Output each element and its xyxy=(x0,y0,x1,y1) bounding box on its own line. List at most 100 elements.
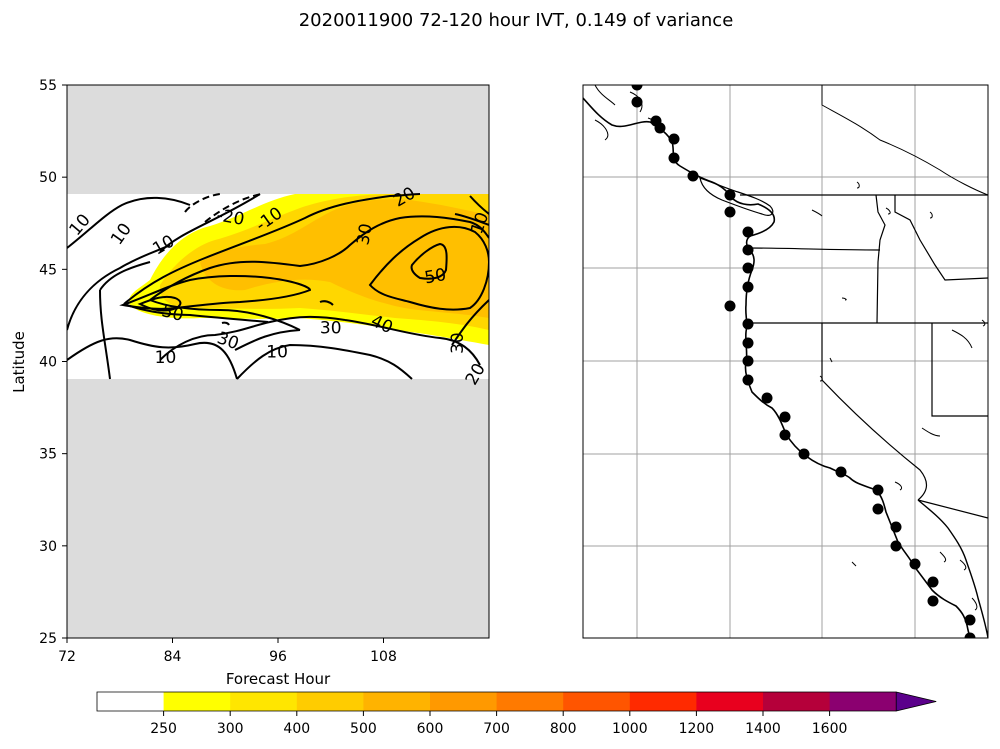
colorbar-tick-label: 600 xyxy=(417,721,444,737)
left-ticks: 72 84 96 108 25 30 35 40 45 50 55 xyxy=(39,78,397,665)
colorbar-segment xyxy=(163,692,231,711)
map-gridlines xyxy=(583,85,988,638)
contour-label: 10 xyxy=(266,342,288,362)
x-axis-label: Forecast Hour xyxy=(226,670,331,688)
colorbar-tick-label: 500 xyxy=(350,721,377,737)
map-point xyxy=(654,122,666,134)
colorbar-segment xyxy=(829,692,897,711)
contour-30-a xyxy=(149,215,489,301)
baja-coast xyxy=(917,499,988,638)
contour-label: 30 xyxy=(320,318,342,338)
map-point xyxy=(909,558,921,570)
colorbar-segment xyxy=(363,692,431,711)
contour-40-dot xyxy=(221,321,230,326)
map-point xyxy=(742,337,754,349)
colorbar-extend-arrow xyxy=(895,691,937,712)
vancouver-island xyxy=(699,177,774,216)
contour-10-g xyxy=(99,289,111,380)
map-point xyxy=(927,576,939,588)
contour-20-d xyxy=(123,303,269,323)
map-point xyxy=(742,281,754,293)
colorbar: 250 300 400 500 600 700 800 1000 1200 1400 1600 xyxy=(96,691,937,737)
right-axes-frame xyxy=(582,84,989,639)
contour-30-b xyxy=(149,299,301,331)
map-point xyxy=(890,521,902,533)
colorbar-segment xyxy=(296,692,364,711)
fill-400 xyxy=(200,199,489,318)
map-point xyxy=(742,244,754,256)
colorbar-segment xyxy=(563,692,631,711)
contour-label: 50 xyxy=(423,265,448,288)
map-point xyxy=(668,133,680,145)
contour-20-c xyxy=(123,193,421,305)
map-point xyxy=(742,355,754,367)
map-point xyxy=(724,300,736,312)
contour-10-c xyxy=(67,244,171,331)
figure-title: 2020011900 72-120 hour IVT, 0.149 of var… xyxy=(299,10,734,31)
map-point xyxy=(872,503,884,515)
map-point xyxy=(724,206,736,218)
contour-10-f xyxy=(236,343,413,380)
colorbar-tick-label: 800 xyxy=(550,721,577,737)
missing-data-bottom xyxy=(67,379,489,638)
colorbar-segment xyxy=(430,692,498,711)
contour-30-c xyxy=(234,329,301,351)
map-point xyxy=(779,429,791,441)
contour-10-a xyxy=(67,196,191,249)
map-point xyxy=(964,614,976,626)
canada-border xyxy=(821,85,988,196)
contour-50-b xyxy=(410,242,448,280)
colorbar-tick-label: 1200 xyxy=(679,721,715,737)
y-tick-label: 25 xyxy=(39,631,57,647)
contour-neg20 xyxy=(184,193,221,213)
map-panel xyxy=(582,84,989,639)
contour-label: 10 xyxy=(155,348,177,368)
y-tick-label: 35 xyxy=(39,447,57,463)
missing-data-top xyxy=(67,85,489,194)
contour-lines xyxy=(67,193,489,380)
x-tick-label: 108 xyxy=(370,649,397,665)
map-point xyxy=(742,318,754,330)
contour-30-d xyxy=(451,299,489,346)
map-point xyxy=(927,595,939,607)
colorbar-tick-label: 250 xyxy=(150,721,177,737)
colorbar-segment xyxy=(696,692,764,711)
contour-20-b xyxy=(344,319,481,366)
y-tick-label: 45 xyxy=(39,262,57,278)
map-point xyxy=(742,374,754,386)
colorbar-segment xyxy=(763,692,831,711)
y-axis-label: Latitude xyxy=(10,331,28,393)
colorbar-tick-label: 1400 xyxy=(745,721,781,737)
colorbar-segment xyxy=(496,692,564,711)
map-point xyxy=(631,96,643,108)
lakes xyxy=(811,181,986,611)
map-point xyxy=(964,632,976,638)
map-point xyxy=(798,448,810,460)
y-tick-label: 30 xyxy=(39,539,57,555)
contour-50-a xyxy=(137,295,182,312)
state-borders xyxy=(740,194,988,519)
contour-10-d xyxy=(99,261,151,291)
map-point xyxy=(779,411,791,423)
colorbar-segment xyxy=(230,692,298,711)
y-tick-label: 55 xyxy=(39,78,57,94)
colorbar-segment xyxy=(629,692,697,711)
contour-neg10 xyxy=(204,193,263,223)
y-tick-label: 50 xyxy=(39,170,57,186)
colorbar-tick-label: 1000 xyxy=(612,721,648,737)
x-tick-label: 72 xyxy=(58,649,76,665)
contour-label: 30 xyxy=(353,222,376,247)
map-point xyxy=(724,189,736,201)
contour-40-small xyxy=(319,300,334,306)
map-point xyxy=(761,392,773,404)
map-point xyxy=(890,540,902,552)
contour-10-h xyxy=(469,195,489,215)
map-point xyxy=(668,152,680,164)
colorbar-tick-label: 1600 xyxy=(812,721,848,737)
x-tick-label: 84 xyxy=(164,649,182,665)
map-point xyxy=(872,484,884,496)
islands-north xyxy=(594,85,659,141)
contour-label: 30 xyxy=(448,332,468,354)
contour-20-e xyxy=(454,213,489,226)
